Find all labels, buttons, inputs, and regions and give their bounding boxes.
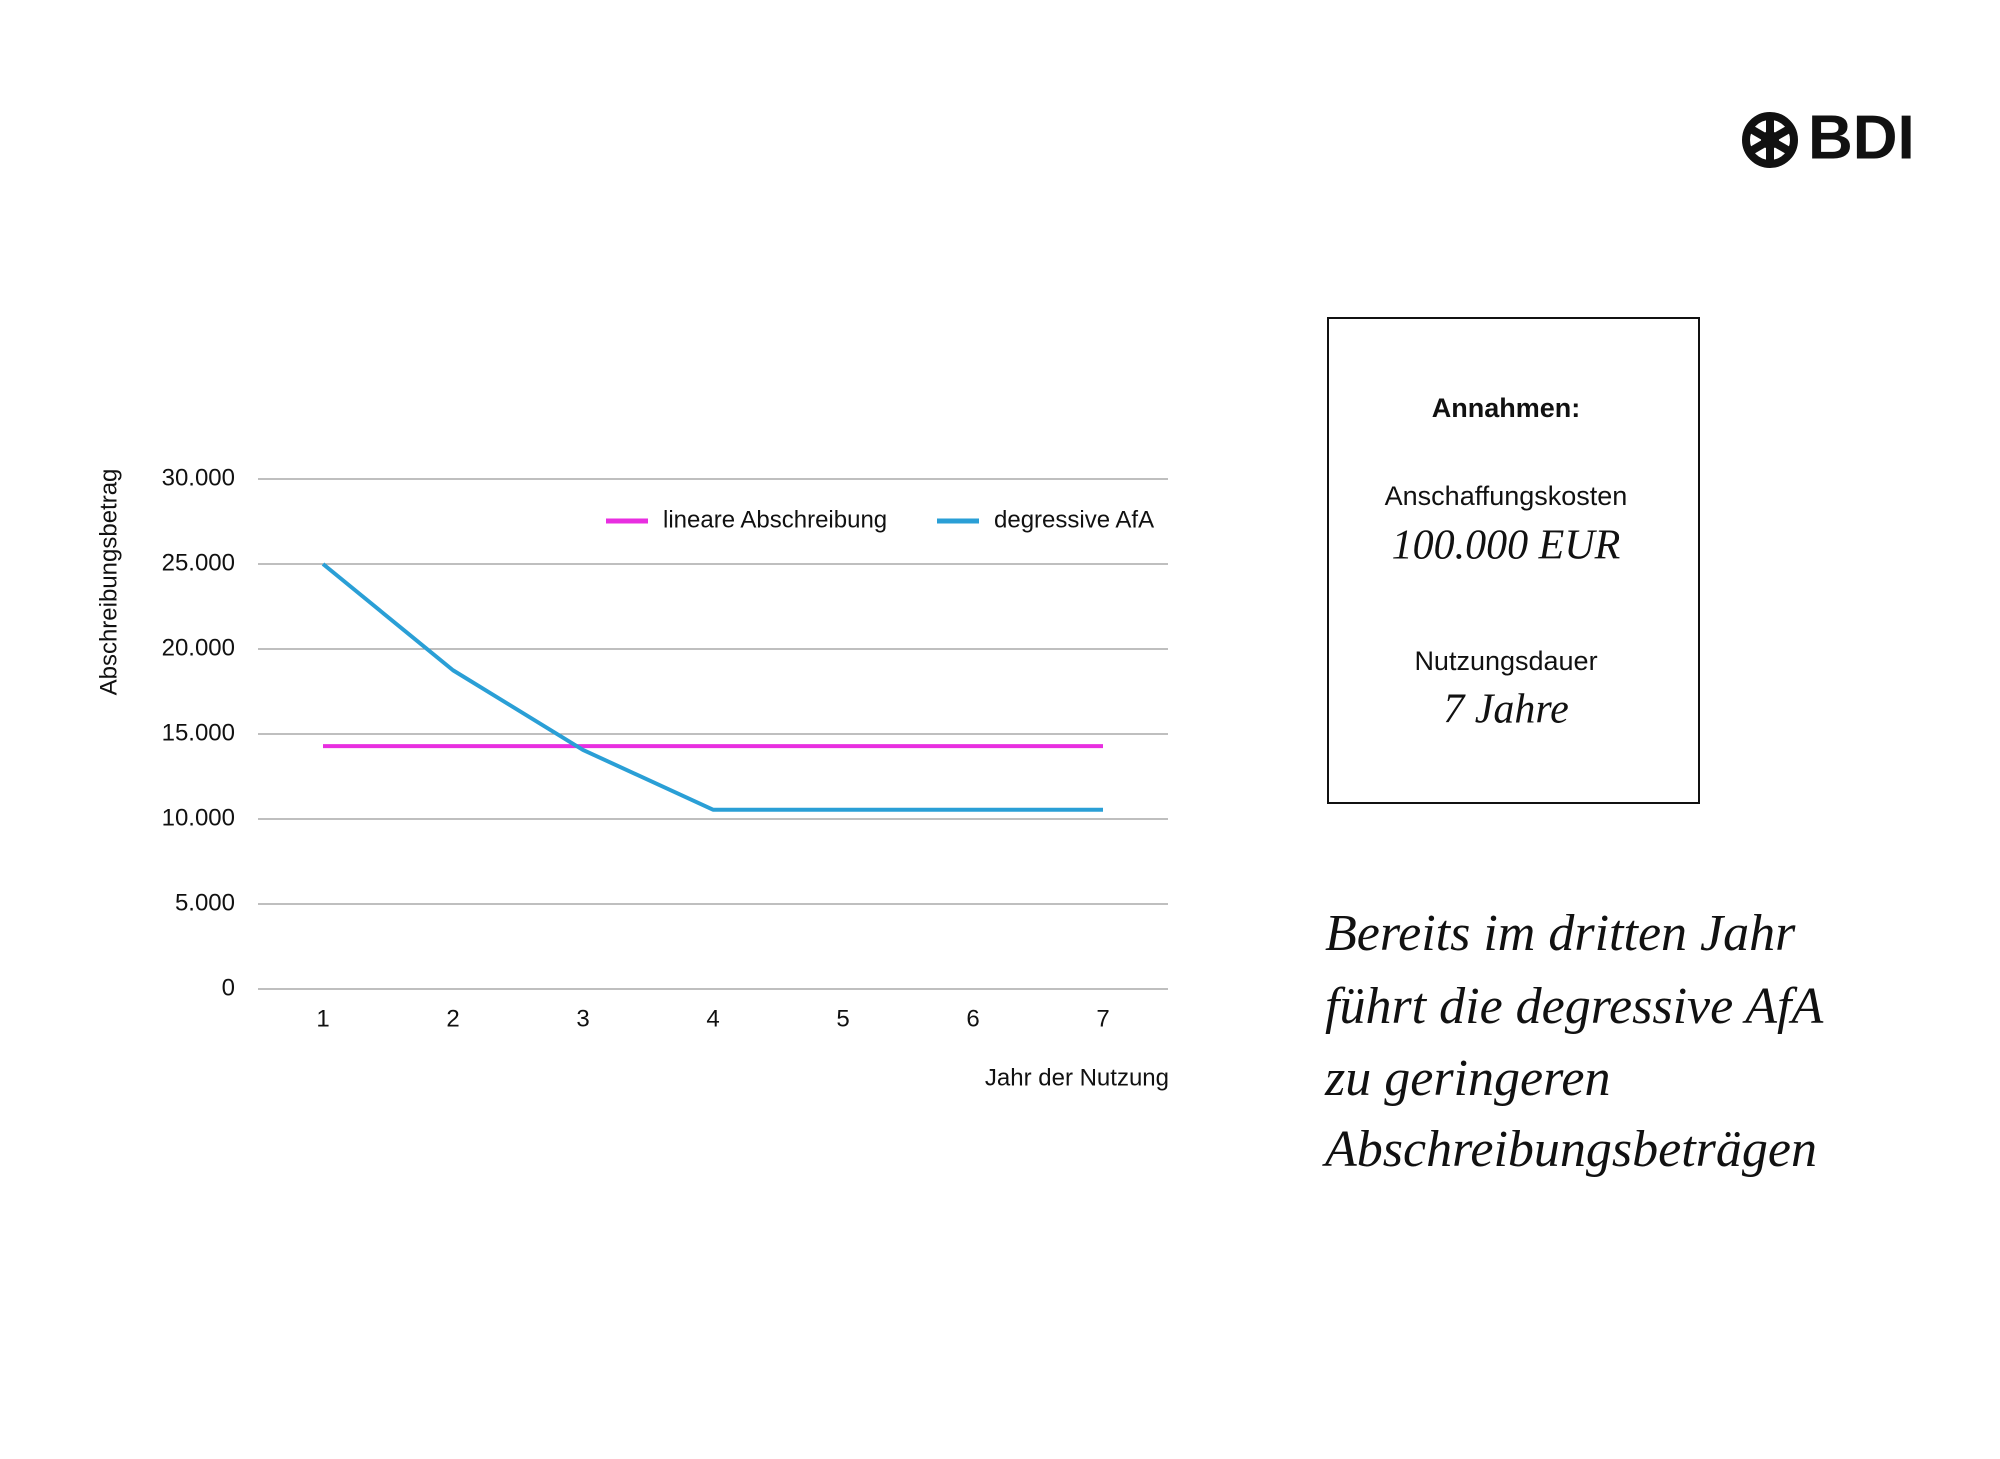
x-tick-label: 1 (316, 1005, 329, 1032)
x-tick-label: 2 (446, 1005, 459, 1032)
x-tick-label: 6 (966, 1005, 979, 1032)
logo-spokes (1745, 114, 1795, 166)
headline-line: Abschreibungsbeträgen (1322, 1121, 1817, 1178)
legend-label: degressive AfA (994, 506, 1154, 533)
logo-text: BDI (1808, 103, 1915, 172)
x-tick-label: 3 (576, 1005, 589, 1032)
x-tick-label: 4 (706, 1005, 719, 1032)
assumption-label: Nutzungsdauer (1414, 646, 1597, 676)
assumptions-title: Annahmen: (1432, 393, 1581, 423)
x-tick-label: 7 (1096, 1005, 1109, 1032)
assumptions-box (1327, 317, 1700, 804)
legend-label: lineare Abschreibung (663, 506, 887, 533)
y-tick-label: 25.000 (162, 549, 235, 576)
y-tick-label: 20.000 (162, 634, 235, 661)
series-line (321, 562, 1103, 812)
headline: Bereits im dritten Jahr führt die degres… (1322, 905, 1823, 1178)
plot: 0 5.000 10.000 15.000 20.000 25.000 30.000 1 2 3 4… (162, 464, 1168, 1032)
assumption-value: 7 Jahre (1443, 687, 1569, 733)
x-axis-title: Jahr der Nutzung (985, 1064, 1169, 1091)
y-tick-label: 5.000 (175, 889, 235, 916)
assumption-label: Anschaffungskosten (1385, 481, 1628, 511)
y-tick-label: 0 (222, 974, 235, 1001)
logo-icon (1742, 112, 1798, 168)
x-tick-label: 5 (836, 1005, 849, 1032)
headline-line: Bereits im dritten Jahr (1325, 905, 1796, 962)
y-tick-label: 15.000 (162, 719, 235, 746)
assumption-value: 100.000 EUR (1392, 523, 1621, 569)
y-tick-label: 10.000 (162, 804, 235, 831)
headline-line: zu geringeren (1324, 1050, 1610, 1107)
headline-line: führt die degressive AfA (1325, 978, 1823, 1035)
y-axis-title: Abschreibungsbetrag (95, 469, 122, 696)
y-tick-label: 30.000 (162, 464, 235, 491)
